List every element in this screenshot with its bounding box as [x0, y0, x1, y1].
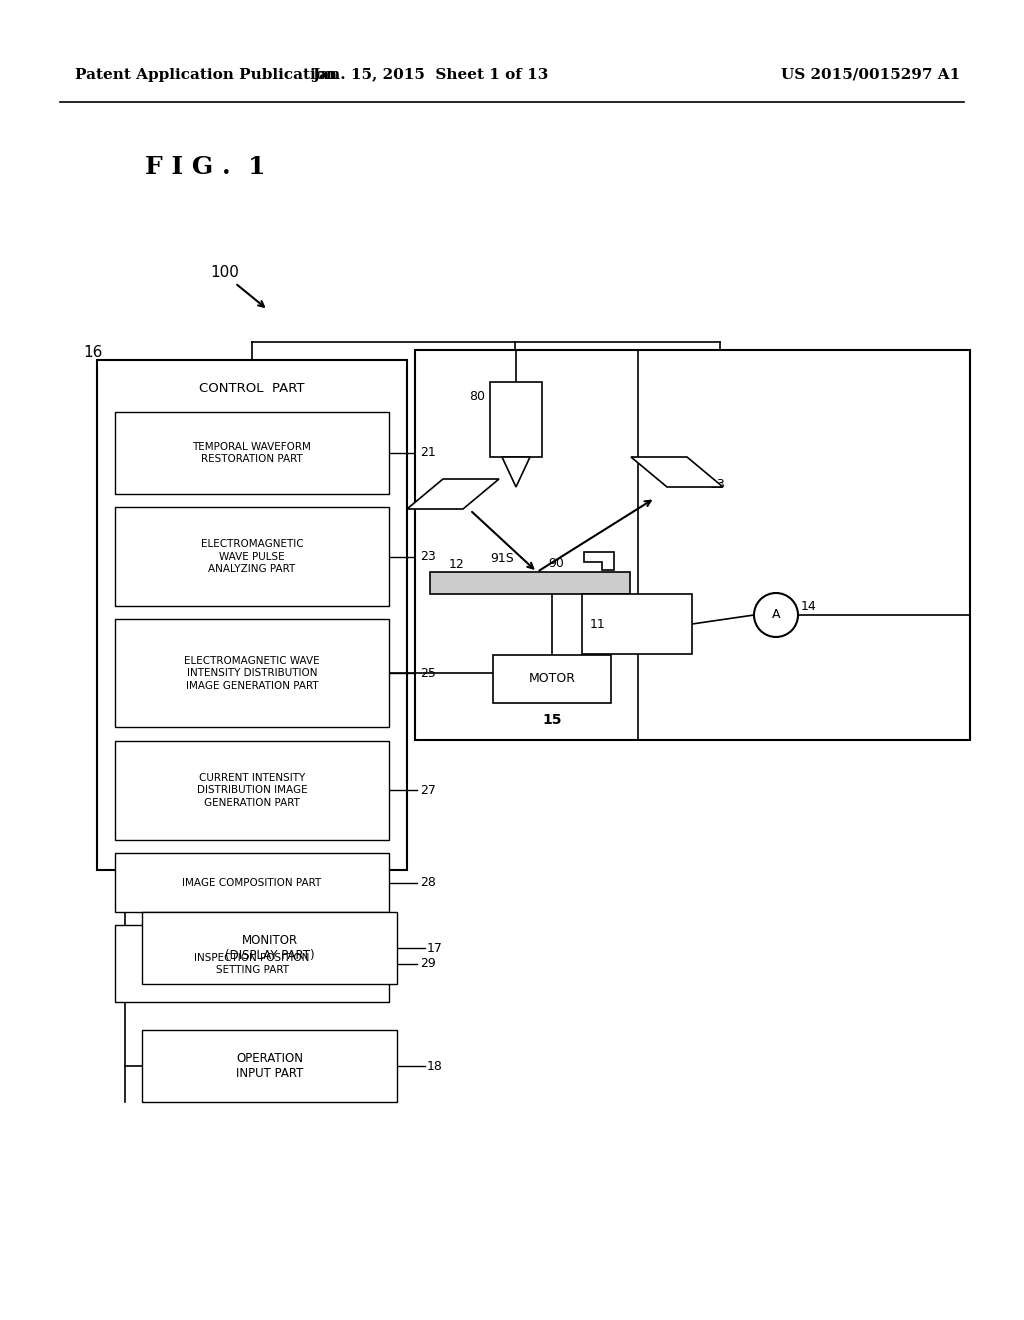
Text: F I G .  1: F I G . 1: [145, 154, 265, 180]
Text: 91S: 91S: [490, 552, 514, 565]
Bar: [415, 350, 970, 741]
Bar: [142, 912, 397, 983]
Text: 12: 12: [449, 558, 465, 572]
Text: INSPECTION POSITION
SETTING PART: INSPECTION POSITION SETTING PART: [195, 953, 309, 975]
Text: 28: 28: [420, 876, 436, 890]
Text: Patent Application Publication: Patent Application Publication: [75, 69, 337, 82]
Bar: [115, 925, 389, 1002]
Text: CONTROL  PART: CONTROL PART: [200, 381, 305, 395]
Bar: [115, 741, 389, 840]
Text: 29: 29: [420, 957, 436, 970]
Text: OPERATION
INPUT PART: OPERATION INPUT PART: [236, 1052, 303, 1080]
Text: Jan. 15, 2015  Sheet 1 of 13: Jan. 15, 2015 Sheet 1 of 13: [312, 69, 548, 82]
Text: MONITOR
(DISPLAY PART): MONITOR (DISPLAY PART): [224, 935, 314, 962]
Text: 17: 17: [427, 941, 442, 954]
Text: 27: 27: [420, 784, 436, 797]
Text: 80: 80: [469, 389, 485, 403]
Polygon shape: [502, 457, 530, 487]
Text: 15: 15: [543, 713, 562, 727]
Text: 18: 18: [427, 1060, 442, 1072]
Polygon shape: [407, 479, 499, 510]
Text: 14: 14: [801, 601, 817, 612]
Bar: [115, 412, 389, 494]
Text: A: A: [772, 609, 780, 622]
Text: ELECTROMAGNETIC WAVE
INTENSITY DISTRIBUTION
IMAGE GENERATION PART: ELECTROMAGNETIC WAVE INTENSITY DISTRIBUT…: [184, 656, 319, 690]
Text: 13: 13: [710, 478, 726, 491]
Polygon shape: [631, 457, 723, 487]
Bar: [490, 381, 542, 457]
Text: US 2015/0015297 A1: US 2015/0015297 A1: [780, 69, 961, 82]
Bar: [582, 594, 692, 653]
Text: 23: 23: [420, 550, 436, 564]
Text: IMAGE COMPOSITION PART: IMAGE COMPOSITION PART: [182, 878, 322, 887]
Text: 21: 21: [420, 446, 436, 459]
Bar: [142, 1030, 397, 1102]
Text: MOTOR: MOTOR: [528, 672, 575, 685]
Text: CURRENT INTENSITY
DISTRIBUTION IMAGE
GENERATION PART: CURRENT INTENSITY DISTRIBUTION IMAGE GEN…: [197, 772, 307, 808]
Bar: [115, 619, 389, 727]
Text: TEMPORAL WAVEFORM
RESTORATION PART: TEMPORAL WAVEFORM RESTORATION PART: [193, 442, 311, 465]
Bar: [97, 360, 407, 870]
Text: 16: 16: [83, 345, 102, 360]
Bar: [115, 853, 389, 912]
Bar: [493, 655, 611, 704]
Polygon shape: [584, 552, 614, 570]
Text: 25: 25: [420, 667, 436, 680]
Bar: [430, 572, 630, 594]
Text: 90: 90: [548, 557, 564, 570]
Bar: [115, 507, 389, 606]
Text: 100: 100: [210, 265, 239, 280]
Text: ELECTROMAGNETIC
WAVE PULSE
ANALYZING PART: ELECTROMAGNETIC WAVE PULSE ANALYZING PAR…: [201, 539, 303, 574]
Text: 11: 11: [590, 618, 606, 631]
